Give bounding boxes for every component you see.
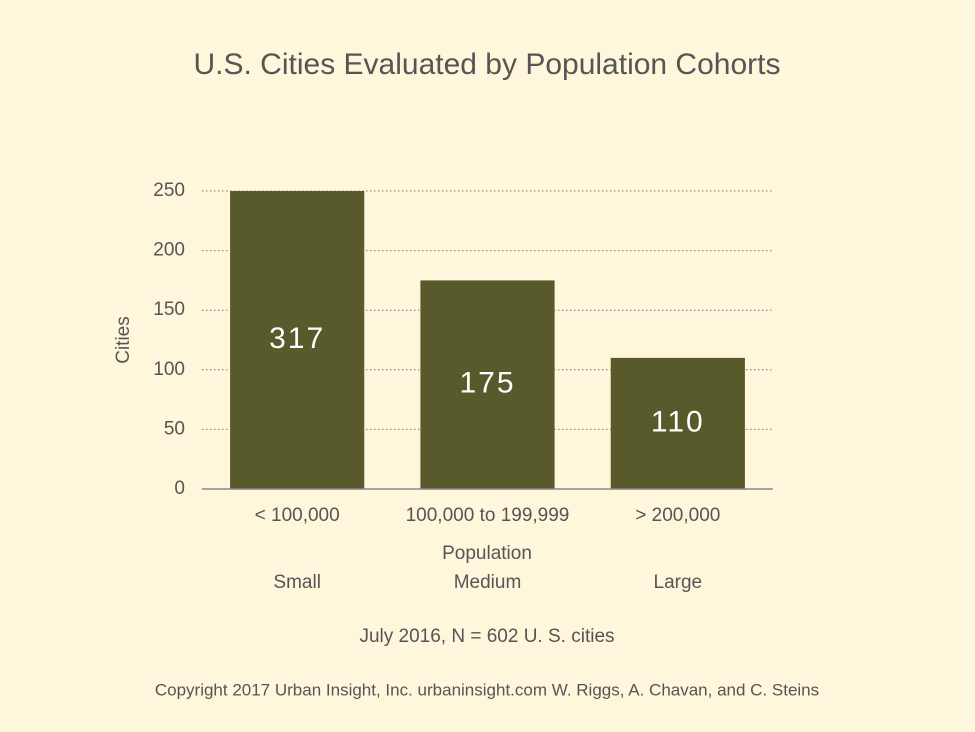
bar bbox=[610, 357, 745, 489]
y-axis-label: Cities bbox=[113, 316, 134, 364]
bar bbox=[420, 280, 555, 489]
x-axis-label: Population bbox=[442, 543, 532, 564]
y-tick-label: 200 bbox=[153, 240, 185, 261]
y-tick-label: 150 bbox=[153, 299, 185, 320]
chart-title: U.S. Cities Evaluated by Population Coho… bbox=[194, 48, 781, 81]
x-tick-label: < 100,000 bbox=[255, 505, 340, 526]
bar bbox=[230, 191, 365, 490]
group-label: Large bbox=[654, 572, 703, 593]
value-label: 175 bbox=[459, 367, 515, 400]
x-tick-label: > 200,000 bbox=[635, 505, 720, 526]
footer: Copyright 2017 Urban Insight, Inc. urban… bbox=[155, 680, 819, 699]
value-label: 317 bbox=[269, 322, 325, 355]
note: July 2016, N = 602 U. S. cities bbox=[359, 626, 614, 647]
y-tick-label: 250 bbox=[153, 180, 185, 201]
group-label: Small bbox=[273, 572, 321, 593]
value-label: 110 bbox=[651, 405, 705, 438]
bars bbox=[230, 191, 745, 490]
group-label: Medium bbox=[454, 572, 522, 593]
y-tick-label: 50 bbox=[164, 418, 185, 439]
y-tick-label: 100 bbox=[153, 359, 185, 380]
y-tick-label: 0 bbox=[174, 478, 185, 499]
x-tick-label: 100,000 to 199,999 bbox=[406, 505, 570, 526]
